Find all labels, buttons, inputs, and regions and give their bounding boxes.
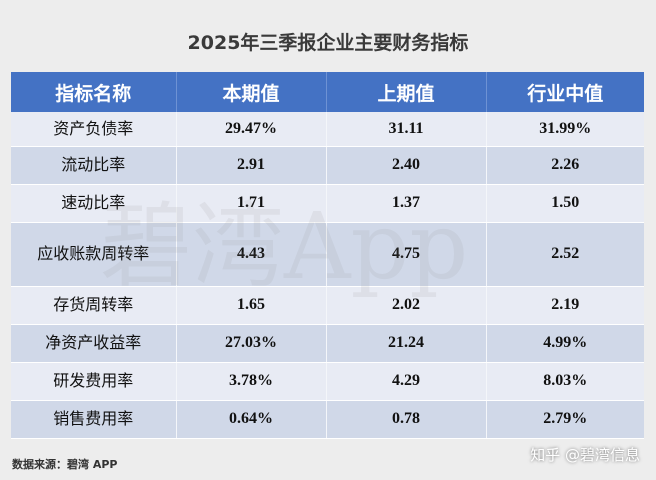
- industry-median: 8.03%: [486, 362, 644, 401]
- industry-median: 2.26: [486, 146, 644, 185]
- indicator-name: 销售费用率: [11, 400, 177, 439]
- table-row: 研发费用率 3.78% 4.29 8.03%: [11, 362, 644, 401]
- indicator-name: 研发费用率: [11, 362, 177, 401]
- indicator-name: 应收账款周转率: [11, 222, 177, 287]
- industry-median: 31.99%: [486, 112, 644, 147]
- current-value: 4.43: [176, 222, 327, 287]
- indicator-name: 存货周转率: [11, 286, 177, 325]
- page-title: 2025年三季报企业主要财务指标: [187, 32, 469, 54]
- table-header-row: 指标名称 本期值 上期值 行业中值: [11, 72, 644, 112]
- industry-median: 2.52: [486, 222, 644, 287]
- indicator-name: 资产负债率: [11, 112, 177, 147]
- table-row: 速动比率 1.71 1.37 1.50: [11, 184, 644, 223]
- indicator-name: 流动比率: [11, 146, 177, 185]
- table-row: 资产负债率 29.47% 31.11 31.99%: [11, 112, 644, 147]
- author-credit: 知乎 @碧湾信息: [530, 446, 640, 464]
- table-row: 流动比率 2.91 2.40 2.26: [11, 146, 644, 185]
- current-value: 27.03%: [176, 324, 327, 363]
- table-row: 存货周转率 1.65 2.02 2.19: [11, 286, 644, 325]
- industry-median: 1.50: [486, 184, 644, 223]
- financial-indicators-table: 指标名称 本期值 上期值 行业中值 资产负债率 29.47% 31.11 31.…: [11, 72, 644, 439]
- industry-median: 2.19: [486, 286, 644, 325]
- current-value: 2.91: [176, 146, 327, 185]
- current-value: 0.64%: [176, 400, 327, 439]
- header-industry-median: 行业中值: [486, 72, 644, 112]
- header-current-value: 本期值: [176, 72, 327, 112]
- previous-value: 1.37: [326, 184, 487, 223]
- previous-value: 2.02: [326, 286, 487, 325]
- current-value: 1.65: [176, 286, 327, 325]
- current-value: 3.78%: [176, 362, 327, 401]
- previous-value: 2.40: [326, 146, 487, 185]
- previous-value: 4.75: [326, 222, 487, 287]
- industry-median: 2.79%: [486, 400, 644, 439]
- current-value: 1.71: [176, 184, 327, 223]
- table-row: 应收账款周转率 4.43 4.75 2.52: [11, 222, 644, 287]
- table-row: 净资产收益率 27.03% 21.24 4.99%: [11, 324, 644, 363]
- current-value: 29.47%: [176, 112, 327, 147]
- previous-value: 4.29: [326, 362, 487, 401]
- previous-value: 21.24: [326, 324, 487, 363]
- indicator-name: 速动比率: [11, 184, 177, 223]
- previous-value: 0.78: [326, 400, 487, 439]
- table-row: 销售费用率 0.64% 0.78 2.79%: [11, 400, 644, 439]
- industry-median: 4.99%: [486, 324, 644, 363]
- previous-value: 31.11: [326, 112, 487, 147]
- indicator-name: 净资产收益率: [11, 324, 177, 363]
- data-source-note: 数据来源：碧湾 APP: [12, 458, 118, 471]
- header-previous-value: 上期值: [326, 72, 487, 112]
- header-indicator-name: 指标名称: [11, 72, 177, 112]
